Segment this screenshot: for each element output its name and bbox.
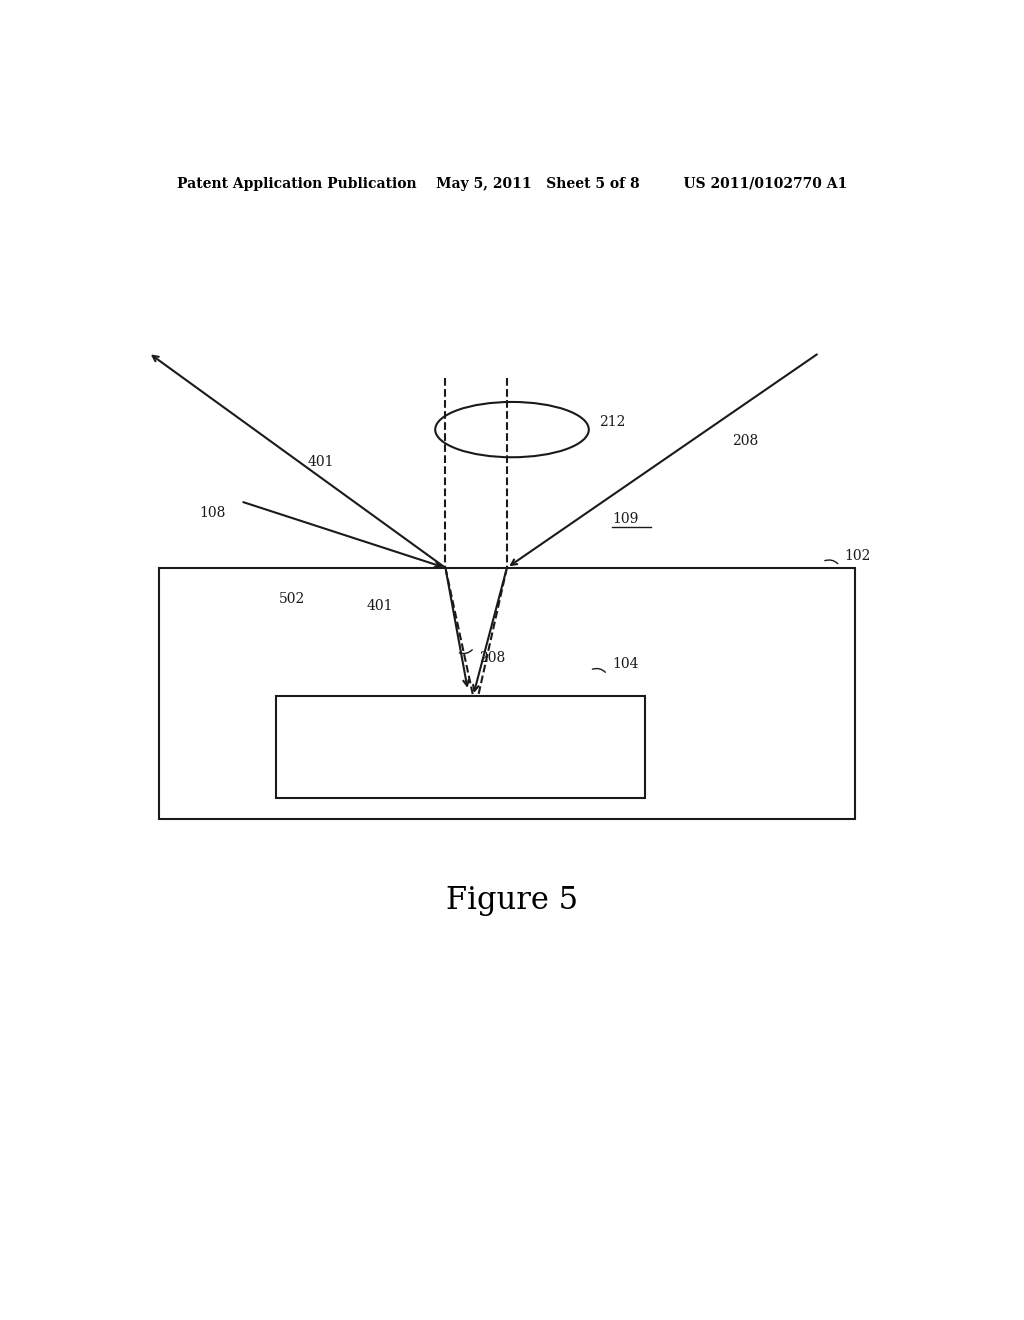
Text: 104: 104 <box>612 657 639 671</box>
Text: 401: 401 <box>307 455 334 470</box>
Text: 212: 212 <box>599 416 626 429</box>
Text: 208: 208 <box>479 651 506 665</box>
Text: Patent Application Publication    May 5, 2011   Sheet 5 of 8         US 2011/010: Patent Application Publication May 5, 20… <box>177 177 847 191</box>
Text: 108: 108 <box>200 506 226 520</box>
Text: 109: 109 <box>612 512 639 525</box>
Text: 208: 208 <box>732 434 759 447</box>
Ellipse shape <box>435 403 589 457</box>
Bar <box>276 696 645 799</box>
Bar <box>159 568 855 818</box>
Text: 102: 102 <box>845 549 871 562</box>
Text: 502: 502 <box>279 591 305 606</box>
Text: Figure 5: Figure 5 <box>445 886 579 916</box>
Text: 401: 401 <box>367 599 393 612</box>
